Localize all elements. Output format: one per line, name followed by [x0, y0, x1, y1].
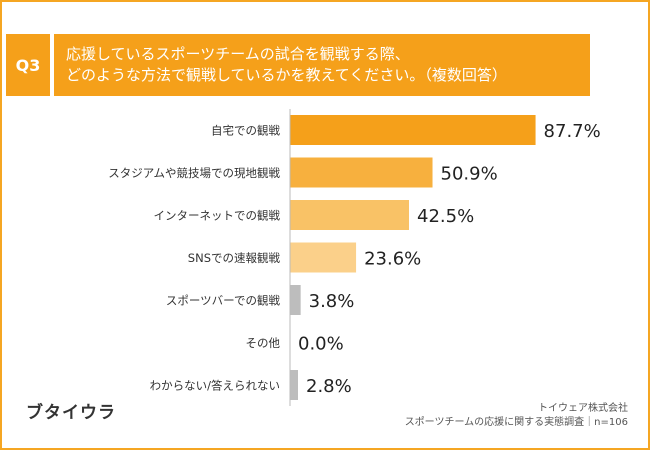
bar — [290, 115, 536, 145]
data-label: 0.0% — [298, 334, 344, 355]
data-label: 3.8% — [309, 291, 355, 312]
bar — [290, 200, 409, 230]
question-title: 応援しているスポーツチームの試合を観戦する際、 どのような方法で観戦しているかを… — [54, 34, 590, 96]
category-label: インターネットでの観戦 — [154, 209, 281, 223]
question-number-badge: Q3 — [6, 34, 50, 96]
source-survey: スポーツチームの応援に関する実態調査｜n=106 — [404, 417, 628, 428]
data-label: 42.5% — [417, 206, 474, 227]
source-company: トイウェア株式会社 — [538, 403, 628, 414]
question-title-line-2: どのような方法で観戦しているかを教えてください。（複数回答） — [66, 66, 507, 84]
data-label: 50.9% — [441, 164, 498, 185]
bar — [290, 157, 433, 188]
data-label: 2.8% — [306, 376, 352, 397]
category-label: わからない/答えられない — [150, 379, 280, 393]
bar — [290, 285, 301, 315]
source-note: トイウェア株式会社 スポーツチームの応援に関する実態調査｜n=106 — [405, 402, 628, 430]
category-label: スポーツバーでの観戦 — [166, 294, 281, 308]
question-header: Q3 応援しているスポーツチームの試合を観戦する際、 どのような方法で観戦してい… — [0, 34, 590, 96]
bar — [290, 242, 357, 273]
category-label: 自宅での観戦 — [211, 124, 280, 138]
brand-logo: ブタイウラ — [26, 403, 116, 423]
category-label: スタジアムや競技場での現地観戦 — [108, 166, 280, 180]
data-label: 87.7% — [544, 121, 601, 142]
category-label: その他 — [246, 336, 281, 350]
data-label: 23.6% — [364, 249, 421, 270]
category-label: SNSでの速報観戦 — [188, 251, 281, 265]
bar — [290, 370, 298, 400]
question-title-line-1: 応援しているスポーツチームの試合を観戦する際、 — [66, 45, 410, 63]
